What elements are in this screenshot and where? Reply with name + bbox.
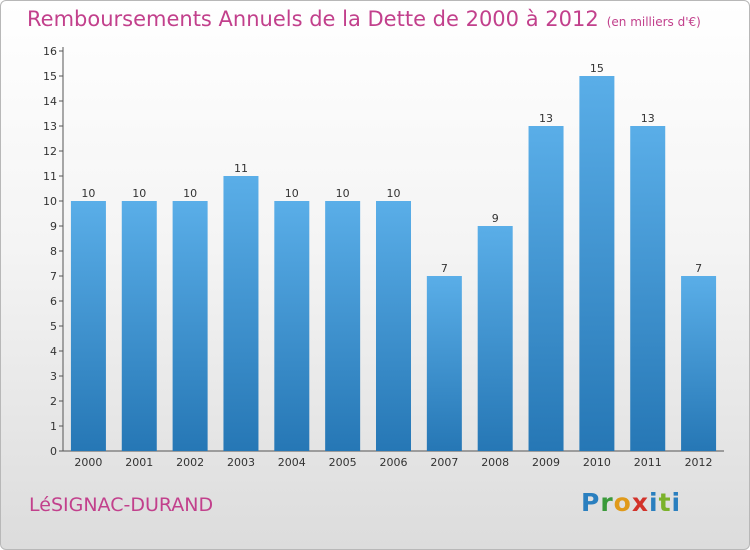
y-tick-label: 3 bbox=[50, 370, 57, 383]
x-tick-label: 2005 bbox=[329, 456, 357, 469]
bar bbox=[579, 76, 615, 451]
data-label: 13 bbox=[539, 112, 553, 125]
y-tick-label: 15 bbox=[43, 70, 57, 83]
bar bbox=[223, 176, 259, 451]
x-tick-label: 2010 bbox=[583, 456, 611, 469]
x-tick-label: 2009 bbox=[532, 456, 560, 469]
bar bbox=[325, 201, 361, 451]
data-label: 7 bbox=[441, 262, 448, 275]
data-label: 10 bbox=[285, 187, 299, 200]
y-tick-label: 4 bbox=[50, 345, 57, 358]
data-label: 10 bbox=[81, 187, 95, 200]
y-tick-label: 14 bbox=[43, 95, 57, 108]
data-label: 9 bbox=[492, 212, 499, 225]
y-tick-label: 9 bbox=[50, 220, 57, 233]
x-tick-label: 2000 bbox=[74, 456, 102, 469]
bar bbox=[172, 201, 208, 451]
x-tick-label: 2012 bbox=[685, 456, 713, 469]
title-unit: (en milliers d'€) bbox=[606, 15, 701, 29]
x-tick-label: 2003 bbox=[227, 456, 255, 469]
x-tick-label: 2002 bbox=[176, 456, 204, 469]
x-tick-label: 2008 bbox=[481, 456, 509, 469]
x-tick-label: 2004 bbox=[278, 456, 306, 469]
y-tick-label: 1 bbox=[50, 420, 57, 433]
bar bbox=[121, 201, 157, 451]
y-tick-label: 5 bbox=[50, 320, 57, 333]
data-label: 10 bbox=[132, 187, 146, 200]
bar bbox=[70, 201, 106, 451]
data-label: 10 bbox=[387, 187, 401, 200]
y-tick-label: 12 bbox=[43, 145, 57, 158]
y-tick-label: 11 bbox=[43, 170, 57, 183]
place-name: LéSIGNAC-DURAND bbox=[29, 494, 214, 516]
x-tick-label: 2011 bbox=[634, 456, 662, 469]
y-tick-label: 16 bbox=[43, 45, 57, 58]
title-text: Remboursements Annuels de la Dette de 20… bbox=[27, 7, 599, 31]
bar bbox=[376, 201, 411, 451]
proxiti-logo: Proxiti bbox=[581, 488, 682, 517]
x-tick-label: 2007 bbox=[430, 456, 458, 469]
data-label: 7 bbox=[695, 262, 702, 275]
data-label: 13 bbox=[641, 112, 655, 125]
chart-title: Remboursements Annuels de la Dette de 20… bbox=[27, 7, 701, 31]
bar bbox=[528, 126, 564, 451]
data-label: 11 bbox=[234, 162, 248, 175]
x-tick-label: 2001 bbox=[125, 456, 153, 469]
y-tick-label: 0 bbox=[50, 445, 57, 458]
bar bbox=[274, 201, 310, 451]
y-tick-label: 8 bbox=[50, 245, 57, 258]
data-label: 10 bbox=[336, 187, 350, 200]
bar bbox=[477, 226, 513, 451]
bar bbox=[426, 276, 462, 451]
bar bbox=[630, 126, 666, 451]
y-tick-label: 10 bbox=[43, 195, 57, 208]
y-tick-label: 6 bbox=[50, 295, 57, 308]
x-tick-label: 2006 bbox=[380, 456, 408, 469]
data-label: 15 bbox=[590, 62, 604, 75]
y-tick-label: 13 bbox=[43, 120, 57, 133]
data-label: 10 bbox=[183, 187, 197, 200]
bar bbox=[681, 276, 717, 451]
y-tick-label: 7 bbox=[50, 270, 57, 283]
y-tick-label: 2 bbox=[50, 395, 57, 408]
